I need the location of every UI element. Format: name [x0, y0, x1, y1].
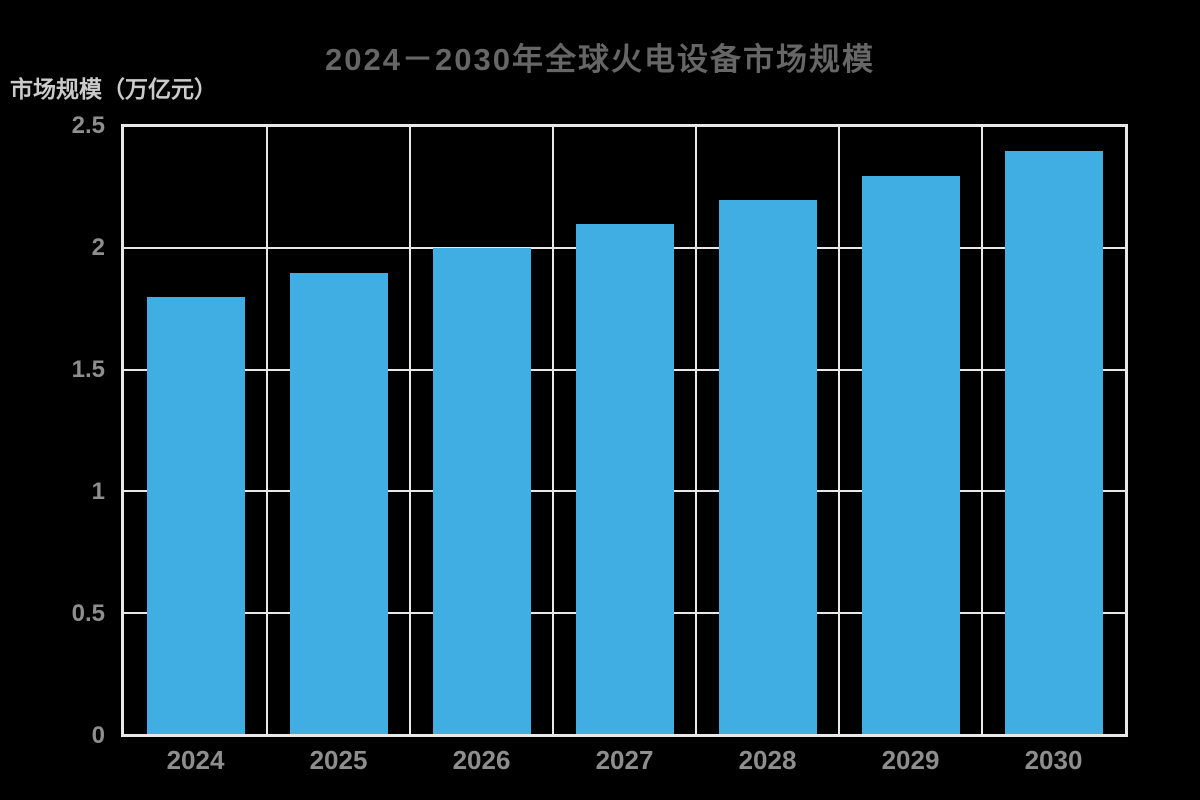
y-tick-label-2: 2 — [91, 234, 105, 261]
x-tick-label-2025: 2025 — [309, 745, 368, 775]
x-tick-label-2027: 2027 — [595, 745, 654, 775]
y-tick-label-0.5: 0.5 — [71, 600, 105, 627]
chart-title: 2024－2030年全球火电设备市场规模 — [325, 42, 875, 77]
bar-2027 — [575, 224, 674, 734]
gridline-v-4 — [695, 127, 697, 734]
x-tick-label-2029: 2029 — [881, 745, 940, 775]
x-tick-label-2030: 2030 — [1024, 745, 1083, 775]
gridline-v-6 — [981, 127, 983, 734]
y-tick-label-2.5: 2.5 — [71, 112, 105, 139]
x-tick-label-2026: 2026 — [452, 745, 511, 775]
bar-2030 — [1004, 151, 1103, 734]
plot-area — [121, 124, 1128, 737]
bar-2028 — [718, 199, 817, 734]
y-tick-label-1: 1 — [91, 478, 105, 505]
bar-2025 — [289, 272, 388, 734]
gridline-v-5 — [838, 127, 840, 734]
y-axis-title: 市场规模（万亿元） — [10, 76, 217, 102]
gridline-v-1 — [266, 127, 268, 734]
y-tick-label-0: 0 — [91, 722, 105, 749]
y-tick-label-1.5: 1.5 — [71, 356, 105, 383]
bar-2026 — [432, 248, 531, 734]
x-tick-label-2024: 2024 — [166, 745, 225, 775]
gridline-v-3 — [552, 127, 554, 734]
gridline-v-2 — [409, 127, 411, 734]
x-tick-label-2028: 2028 — [738, 745, 797, 775]
bar-2029 — [861, 175, 960, 734]
bar-2024 — [146, 296, 245, 734]
